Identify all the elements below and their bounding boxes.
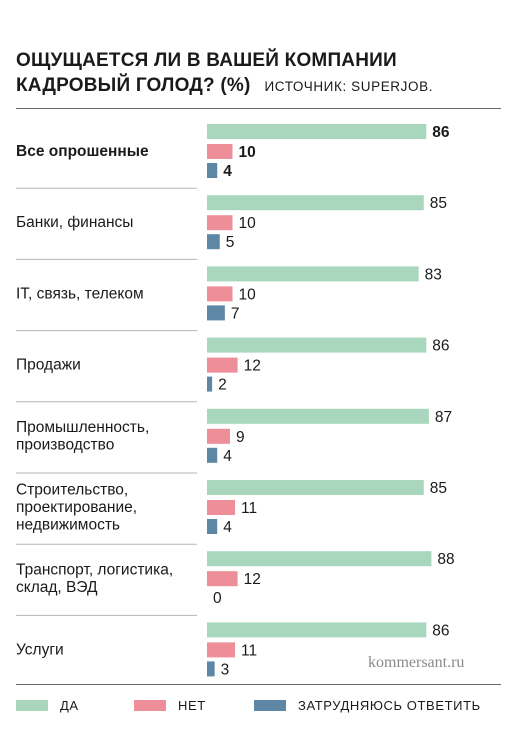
value-label: 0 — [213, 590, 222, 607]
value-label: 4 — [223, 519, 232, 536]
bar-no — [207, 215, 233, 231]
legend-item-unsure: ЗАТРУДНЯЮСЬ ОТВЕТИТЬ — [254, 694, 481, 716]
value-label: 10 — [239, 286, 257, 303]
bar-yes — [207, 124, 427, 139]
bar-unsure — [207, 305, 225, 321]
category-label: Банки, финансы — [16, 214, 133, 231]
value-label: 83 — [425, 266, 442, 283]
value-label: 12 — [244, 358, 261, 375]
value-label: 5 — [226, 234, 235, 251]
category-label: IT, связь, телеком — [16, 285, 144, 302]
category-label: Все опрошенные — [16, 143, 149, 160]
category-label: Промышленность, — [16, 419, 149, 436]
value-label: 86 — [432, 622, 449, 639]
value-label: 2 — [218, 377, 227, 394]
bottom-divider — [16, 684, 501, 685]
value-label: 3 — [221, 661, 230, 678]
value-label: 7 — [231, 305, 240, 322]
bar-no — [207, 357, 238, 373]
top-divider — [16, 108, 501, 109]
legend-swatch-yes — [16, 699, 48, 711]
legend-item-yes: ДА — [16, 694, 79, 716]
value-label: 10 — [239, 144, 256, 161]
legend-swatch-no — [134, 699, 166, 711]
value-label: 87 — [435, 409, 452, 426]
bar-yes — [207, 266, 419, 282]
category-label: проектирование, — [16, 499, 137, 516]
value-label: 86 — [432, 338, 449, 355]
bar-unsure — [207, 163, 218, 178]
legend-label-no: НЕТ — [178, 697, 206, 713]
value-label: 11 — [241, 642, 257, 659]
value-label: 85 — [430, 480, 447, 497]
bar-yes — [207, 551, 432, 567]
chart-title-text-1: ОЩУЩАЕТСЯ ЛИ В ВАШЕЙ КОМПАНИИ — [16, 50, 397, 71]
bar-unsure — [207, 519, 218, 534]
bar-yes — [207, 195, 424, 211]
chart-title-line-2: КАДРОВЫЙ ГОЛОД? (%) ИСТОЧНИК: SUPERJOB. — [16, 75, 433, 97]
value-label: 9 — [236, 429, 245, 446]
chart-title-line-1: ОЩУЩАЕТСЯ ЛИ В ВАШЕЙ КОМПАНИИ — [16, 50, 397, 72]
value-label: 4 — [223, 448, 232, 465]
bar-no — [207, 500, 236, 515]
category-label: Строительство, — [16, 482, 128, 499]
bar-unsure — [207, 234, 220, 250]
value-label: 4 — [223, 163, 232, 180]
bar-unsure — [207, 447, 218, 463]
bar-no — [207, 144, 233, 159]
chart-title-text-2: КАДРОВЫЙ ГОЛОД? (%) — [16, 75, 251, 96]
category-label: склад, ВЭД — [16, 579, 98, 596]
category-label: недвижимость — [16, 517, 120, 534]
bar-yes — [207, 408, 429, 424]
watermark: kommersant.ru — [368, 654, 465, 671]
chart-legend: ДА НЕТ ЗАТРУДНЯЮСЬ ОТВЕТИТЬ — [16, 694, 506, 716]
bar-unsure — [207, 376, 213, 392]
value-label: 86 — [432, 124, 450, 141]
value-label: 85 — [430, 195, 447, 212]
bar-no — [207, 286, 233, 302]
legend-item-no: НЕТ — [134, 694, 206, 716]
value-label: 88 — [437, 551, 454, 568]
legend-label-yes: ДА — [60, 697, 79, 713]
value-label: 12 — [244, 571, 261, 588]
legend-label-unsure: ЗАТРУДНЯЮСЬ ОТВЕТИТЬ — [298, 697, 481, 713]
bar-yes — [207, 480, 424, 495]
legend-swatch-unsure — [254, 699, 286, 711]
bar-yes — [207, 337, 427, 353]
category-label: Продажи — [16, 357, 81, 374]
bar-no — [207, 642, 236, 658]
category-label: производство — [16, 437, 114, 454]
bar-no — [207, 571, 238, 587]
bar-no — [207, 428, 230, 444]
source-label: ИСТОЧНИК: SUPERJOB. — [264, 79, 434, 94]
category-label: Транспорт, логистика, — [16, 561, 173, 578]
value-label: 11 — [241, 500, 257, 517]
category-label: Услуги — [16, 641, 64, 658]
bar-unsure — [207, 661, 215, 677]
bar-yes — [207, 622, 427, 638]
value-label: 10 — [239, 215, 257, 232]
